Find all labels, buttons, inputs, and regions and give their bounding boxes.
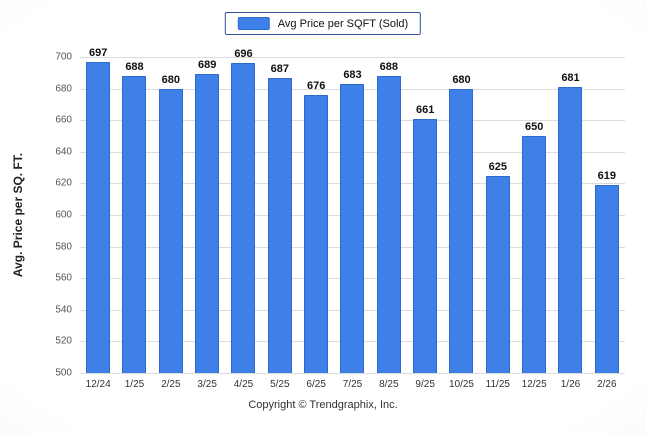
y-tick-label: 520 — [55, 335, 72, 347]
bar-group: 681 1/26 — [552, 57, 588, 390]
y-tick-label: 700 — [55, 51, 72, 63]
y-tick-label: 620 — [55, 177, 72, 189]
bar — [485, 175, 510, 373]
x-tick-label: 11/25 — [485, 379, 510, 390]
bar-value-label: 696 — [234, 48, 253, 61]
bar-group: 688 1/25 — [116, 57, 152, 390]
bar-group: 697 12/24 — [80, 47, 116, 390]
bar — [340, 83, 365, 373]
bar-value-label: 681 — [561, 72, 580, 85]
bar-group: 619 2/26 — [589, 57, 625, 390]
bar-value-label: 661 — [415, 103, 435, 116]
plot-area: 500 520 540 560 580 600 620 640 660 680 700 697 12/2… — [55, 47, 625, 391]
bar — [413, 118, 438, 373]
bar-value-label: 689 — [197, 59, 217, 72]
bar-value-label: 650 — [524, 121, 544, 133]
bar-group: 696 4/25 — [225, 48, 261, 390]
bar-value-label: 680 — [452, 73, 471, 86]
bar — [376, 75, 401, 373]
bar-group: 688 8/25 — [371, 57, 407, 390]
bar — [304, 94, 329, 373]
x-tick-label: 9/25 — [415, 379, 435, 390]
bar-group: 650 12/25 — [516, 57, 552, 390]
bar-group: 687 5/25 — [262, 57, 298, 390]
legend: Avg Price per SQFT (Sold) — [224, 12, 422, 35]
gridline — [80, 57, 625, 58]
gridline — [80, 373, 625, 374]
bar — [122, 75, 147, 373]
bar — [267, 77, 292, 373]
x-tick-label: 5/25 — [270, 379, 290, 390]
bar-value-label: 688 — [379, 60, 398, 73]
bar-value-label: 680 — [161, 73, 180, 86]
bar-group: 661 9/25 — [407, 57, 443, 390]
bar-value-label: 676 — [306, 79, 326, 92]
bar — [86, 61, 111, 373]
bar-value-label: 619 — [597, 169, 616, 182]
x-tick-label: 1/26 — [560, 379, 581, 390]
bar-group: 625 11/25 — [480, 57, 516, 391]
x-tick-label: 7/25 — [342, 379, 363, 390]
bar — [522, 136, 547, 373]
x-tick-label: 6/25 — [306, 379, 326, 390]
x-tick-label: 12/25 — [521, 379, 547, 390]
x-tick-label: 8/25 — [379, 379, 399, 390]
legend-label: Avg Price per SQFT (Sold) — [277, 17, 409, 30]
legend-swatch — [237, 17, 270, 30]
x-tick-label: 3/25 — [197, 379, 217, 390]
bar-group: 680 10/25 — [443, 57, 479, 390]
x-tick-label: 4/25 — [233, 379, 254, 390]
x-tick-label: 2/25 — [161, 379, 181, 390]
y-tick-label: 640 — [55, 146, 72, 158]
y-axis-title: Avg. Price per SQ. FT. — [11, 152, 25, 278]
bar — [195, 74, 220, 373]
bar — [558, 87, 583, 373]
bar — [449, 88, 474, 373]
bar-group: 680 2/25 — [153, 57, 189, 390]
bar-group: 689 3/25 — [189, 57, 225, 390]
bar — [231, 63, 256, 373]
copyright: Copyright © Trendgraphix, Inc. — [248, 399, 398, 411]
bar-value-label: 625 — [488, 160, 507, 173]
x-tick-label: 12/24 — [85, 379, 111, 390]
bar-value-label: 688 — [125, 60, 144, 73]
bar — [594, 184, 619, 373]
y-tick-label: 560 — [55, 272, 72, 284]
y-tick-label: 600 — [55, 209, 72, 221]
bar-value-label: 683 — [343, 68, 362, 81]
x-tick-label: 10/25 — [448, 379, 474, 390]
bar-value-label: 687 — [270, 62, 289, 75]
y-tick-label: 500 — [55, 367, 72, 379]
y-tick-label: 680 — [55, 83, 72, 95]
bar-group: 683 7/25 — [334, 57, 370, 390]
y-tick-label: 660 — [55, 114, 72, 126]
x-tick-label: 2/26 — [597, 379, 617, 390]
bar-group: 676 6/25 — [298, 57, 334, 390]
x-tick-label: 1/25 — [124, 379, 145, 390]
y-tick-label: 580 — [55, 241, 72, 253]
y-tick-label: 540 — [55, 304, 72, 316]
bar-value-label: 697 — [88, 46, 108, 59]
bar — [158, 88, 183, 373]
